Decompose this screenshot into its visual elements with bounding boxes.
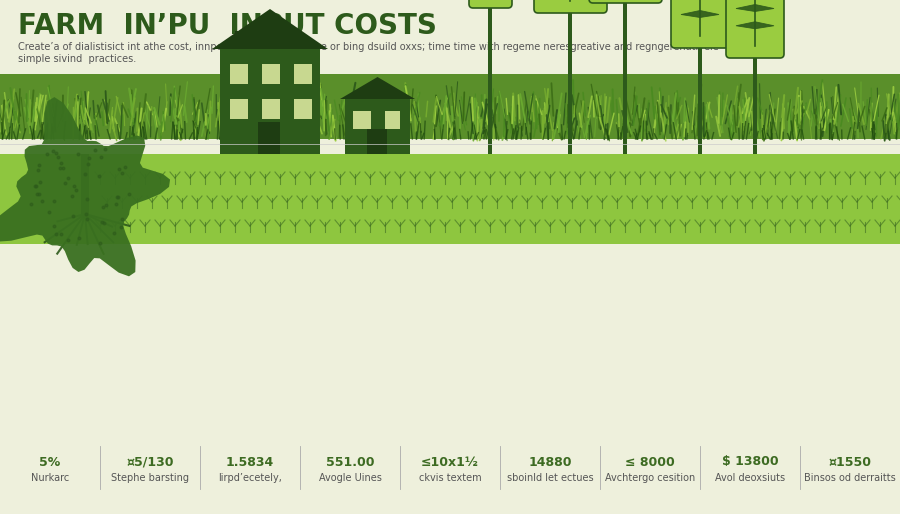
Text: Nurkarc: Nurkarc — [31, 473, 69, 483]
Text: Avol deoxsiuts: Avol deoxsiuts — [715, 473, 785, 483]
Polygon shape — [0, 97, 170, 277]
Text: lirpd’ecetely,: lirpd’ecetely, — [218, 473, 282, 483]
Text: ¤5/130: ¤5/130 — [126, 455, 174, 468]
Text: ckvis textem: ckvis textem — [418, 473, 482, 483]
Bar — [230, 64, 248, 84]
Polygon shape — [755, 5, 774, 11]
Text: Stephe barsting: Stephe barsting — [111, 473, 189, 483]
Bar — [235, 31, 245, 49]
FancyBboxPatch shape — [726, 0, 784, 58]
Text: 1.5834: 1.5834 — [226, 455, 274, 468]
Polygon shape — [681, 10, 700, 17]
Bar — [290, 37, 300, 49]
Bar — [262, 99, 280, 119]
FancyBboxPatch shape — [469, 0, 512, 8]
Text: ≤10x1½: ≤10x1½ — [421, 455, 479, 468]
Text: Binsos od derraitts: Binsos od derraitts — [804, 473, 896, 483]
FancyBboxPatch shape — [534, 0, 607, 13]
Text: simple sivind  practices.: simple sivind practices. — [18, 54, 136, 64]
Bar — [353, 111, 371, 129]
Bar — [294, 99, 312, 119]
Text: ≤ 8000: ≤ 8000 — [626, 455, 675, 468]
Text: 14880: 14880 — [528, 455, 572, 468]
Bar — [568, 9, 572, 154]
Bar — [367, 129, 387, 154]
Polygon shape — [736, 22, 755, 29]
Bar — [753, 54, 757, 154]
Bar — [258, 122, 280, 154]
Bar — [0, 154, 900, 244]
Polygon shape — [340, 77, 415, 99]
Bar — [262, 64, 280, 84]
FancyBboxPatch shape — [589, 0, 662, 3]
Bar — [345, 99, 410, 154]
Text: Avogle Uines: Avogle Uines — [319, 473, 382, 483]
Text: Create’a of dialistisict int athe cost, innpe costs in glululatllime or bing dsu: Create’a of dialistisict int athe cost, … — [18, 42, 719, 52]
Polygon shape — [755, 22, 774, 29]
Bar — [230, 99, 248, 119]
Text: FARM  IN’PU  INPUT COSTS: FARM IN’PU INPUT COSTS — [18, 12, 436, 40]
Text: sboinld let ectues: sboinld let ectues — [507, 473, 593, 483]
Polygon shape — [736, 5, 755, 11]
Text: Avchtergo cesition: Avchtergo cesition — [605, 473, 695, 483]
Bar — [623, 0, 627, 154]
Bar — [385, 111, 400, 129]
Bar — [698, 44, 702, 154]
Bar — [488, 4, 492, 154]
Bar — [0, 74, 900, 139]
Bar — [81, 154, 89, 214]
Text: $ 13800: $ 13800 — [722, 455, 778, 468]
Text: 551.00: 551.00 — [326, 455, 374, 468]
Text: 5%: 5% — [40, 455, 60, 468]
Bar — [220, 49, 320, 154]
Bar — [294, 64, 312, 84]
Polygon shape — [700, 10, 719, 17]
Text: ¤1550: ¤1550 — [829, 455, 871, 468]
Polygon shape — [212, 9, 328, 49]
FancyBboxPatch shape — [671, 0, 729, 48]
